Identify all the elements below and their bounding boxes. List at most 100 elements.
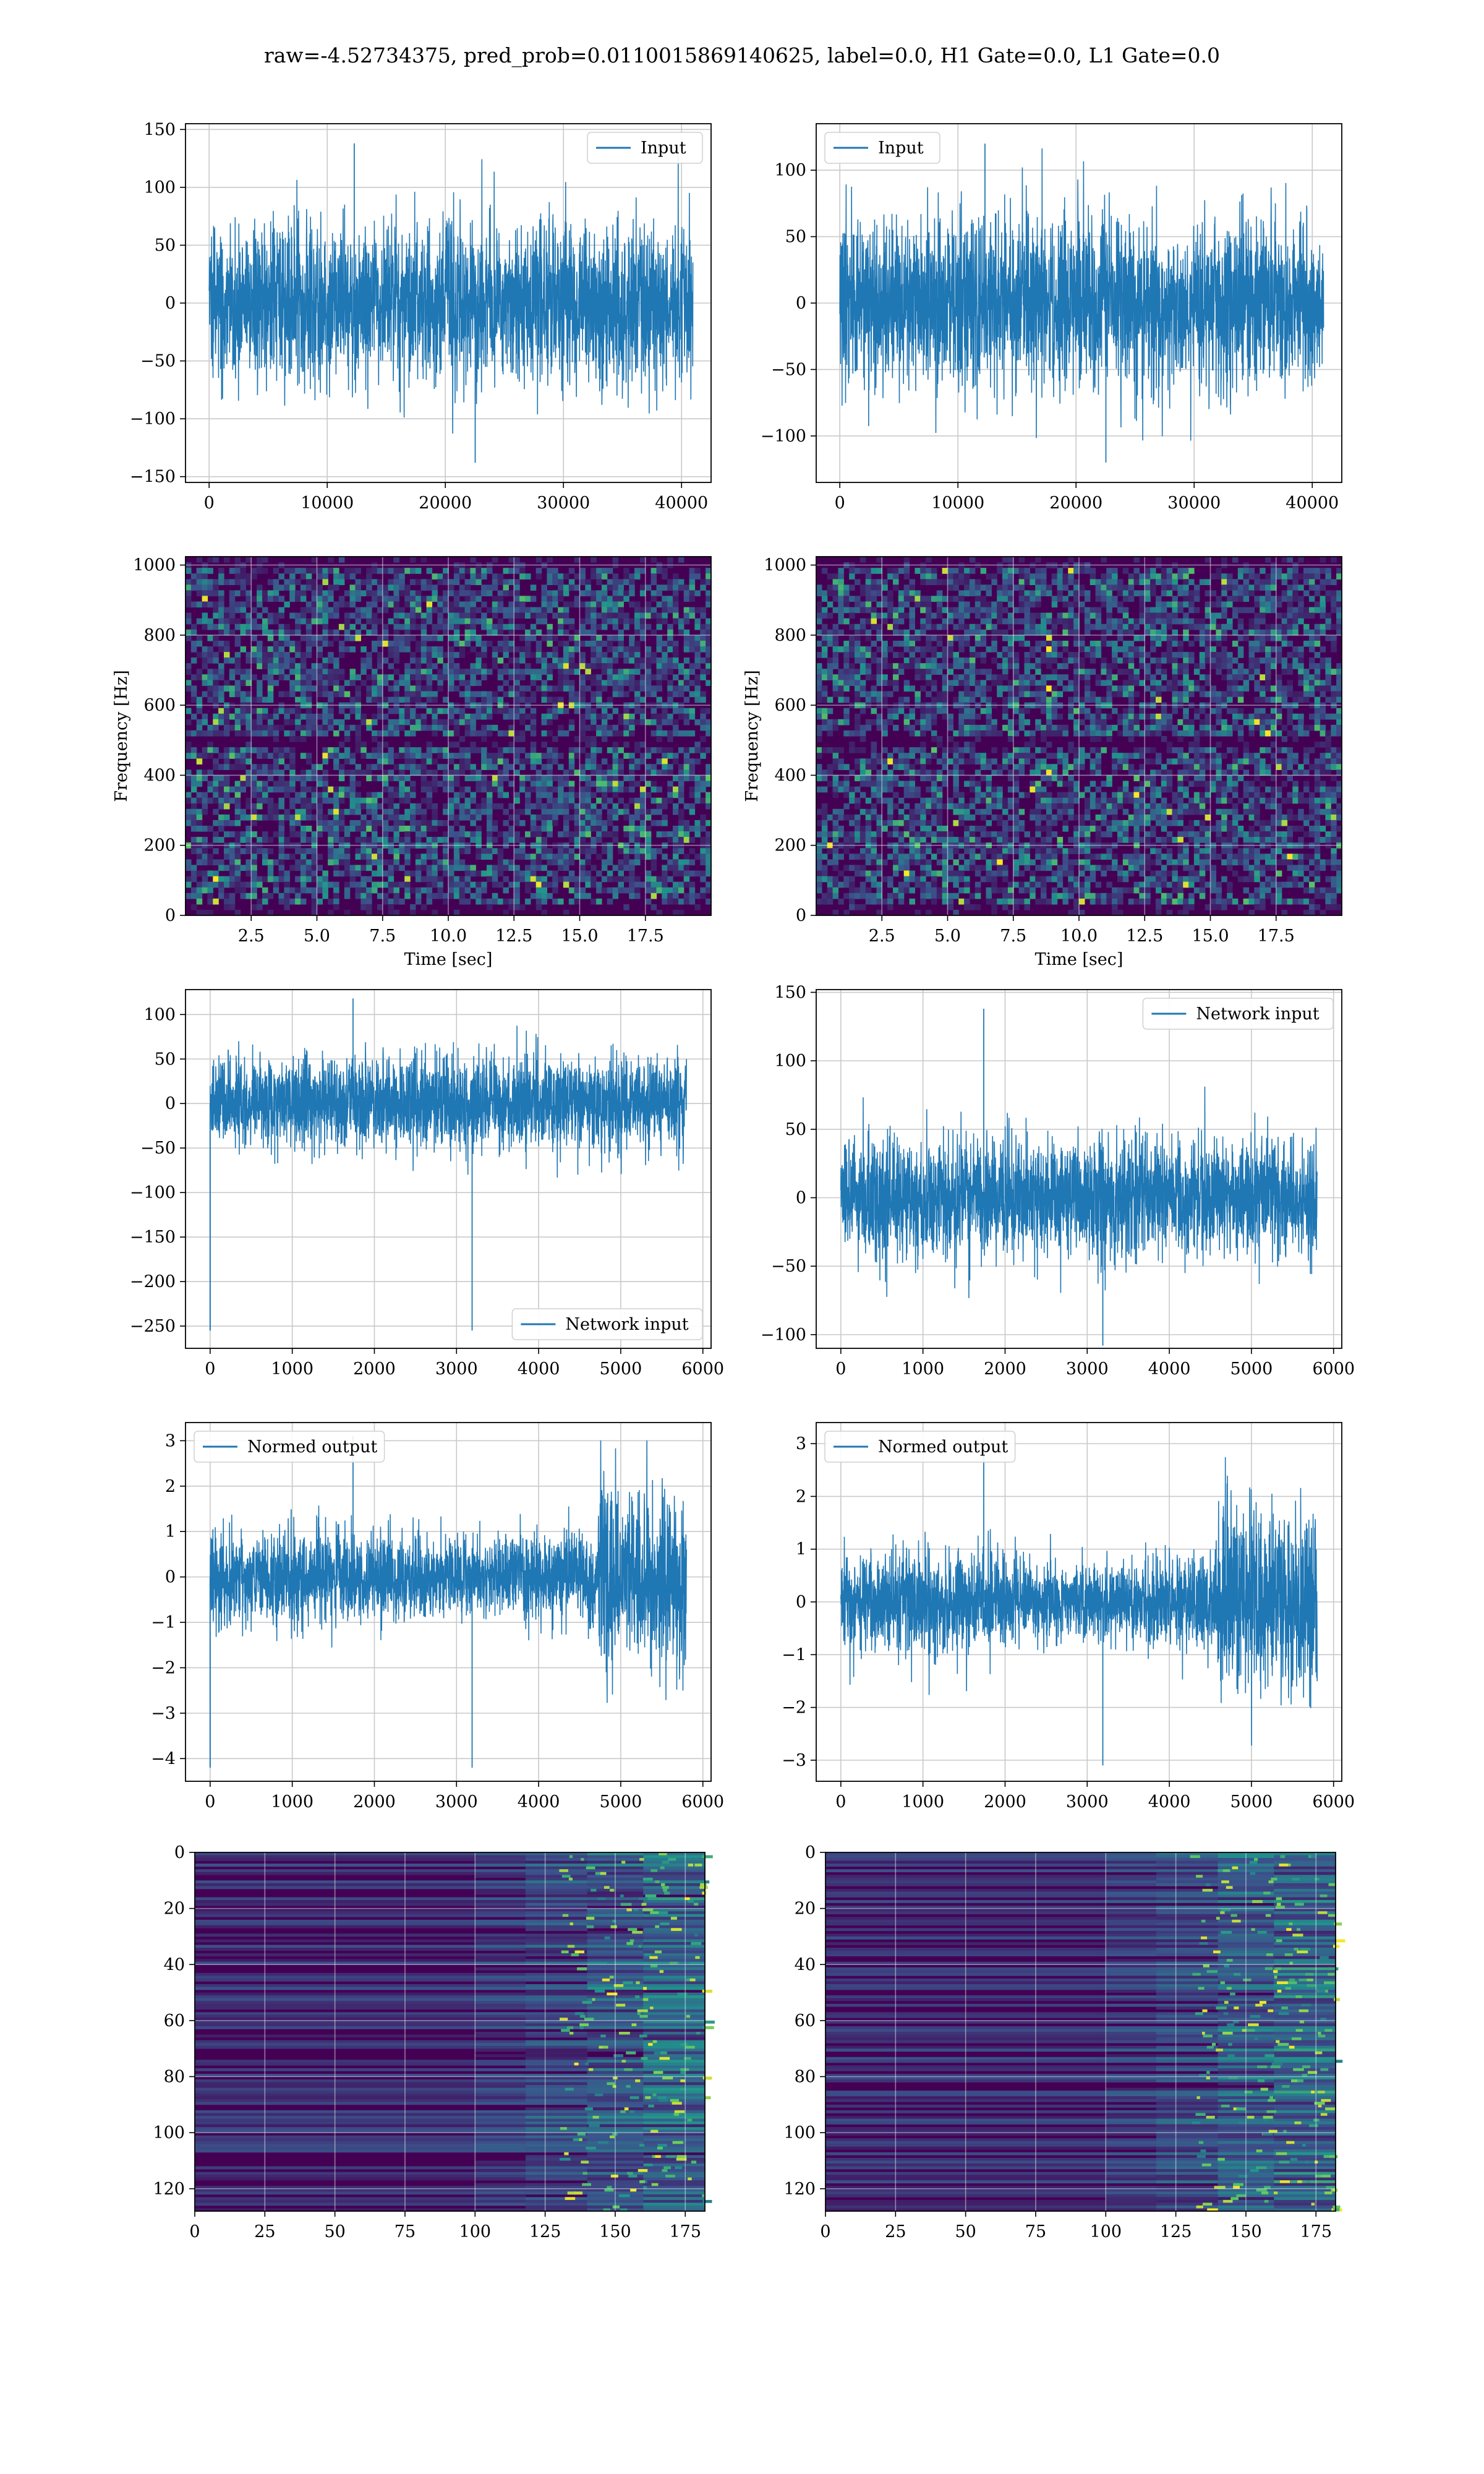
heatmap-cell	[1183, 601, 1189, 608]
heatmap-cell	[558, 854, 564, 860]
heatmap-cell	[295, 652, 301, 658]
heatmap-cell	[245, 859, 252, 866]
heatmap-cell	[333, 730, 339, 737]
heatmap-cell	[300, 590, 307, 597]
heatmap-cell	[366, 898, 372, 905]
heatmap-cell	[903, 562, 910, 568]
heatmap-cell	[601, 680, 608, 687]
heatmap-cell	[942, 596, 949, 602]
heatmap-cell	[673, 859, 679, 866]
heatmap-cell	[1007, 652, 1014, 658]
heatmap-cell	[453, 573, 460, 580]
heatmap-cell	[541, 607, 547, 614]
heatmap-cell	[1298, 596, 1304, 602]
heatmap-cell	[574, 898, 581, 905]
heatmap-cell	[535, 657, 542, 664]
heatmap-cell	[903, 629, 910, 636]
heatmap-cell	[579, 730, 586, 737]
heatmap-cell	[601, 826, 608, 832]
heatmap-cell	[410, 747, 416, 753]
heatmap-cell	[859, 607, 866, 614]
heatmap-cell	[224, 775, 230, 782]
heatmap-cell	[1287, 612, 1293, 619]
heatmap-cell	[547, 669, 553, 675]
heatmap-cell	[410, 842, 416, 849]
heatmap-cell	[487, 708, 493, 714]
heatmap-cell	[1035, 573, 1041, 580]
heatmap-cell	[300, 691, 307, 698]
heatmap-cell	[475, 892, 482, 899]
heatmap-cell	[284, 881, 290, 888]
heatmap-cell	[328, 596, 334, 602]
heatmap-cell	[1260, 618, 1266, 625]
heatmap-cell	[1051, 573, 1058, 580]
heatmap-cell	[974, 652, 981, 658]
heatmap-cell	[229, 892, 236, 899]
heatmap-cell	[317, 590, 323, 597]
heatmap-cell	[1101, 584, 1107, 591]
heatmap-cell	[601, 775, 608, 782]
heatmap-cell	[492, 724, 498, 731]
heatmap-cell	[579, 579, 586, 585]
heatmap-cell	[1172, 584, 1178, 591]
heatmap-cell	[535, 786, 542, 793]
heatmap-cell	[366, 764, 372, 770]
heatmap-cell	[678, 764, 684, 770]
heatmap-cell	[415, 865, 422, 871]
heatmap-cell	[838, 584, 844, 591]
heatmap-cell	[481, 696, 487, 703]
heatmap-cell	[887, 607, 893, 614]
heatmap-cell	[508, 618, 514, 625]
heatmap-cell	[497, 758, 504, 764]
heatmap-cell	[843, 596, 850, 602]
heatmap-cell	[448, 607, 454, 614]
heatmap-cell	[257, 623, 263, 630]
heatmap-cell	[437, 887, 443, 894]
heatmap-cell	[1314, 573, 1321, 580]
heatmap-cell	[234, 831, 241, 837]
heatmap-cell	[196, 808, 203, 815]
heatmap-cell	[487, 870, 493, 877]
heatmap-cell	[278, 646, 284, 653]
heatmap-cell	[1320, 629, 1326, 636]
heatmap-cell	[689, 859, 696, 866]
heatmap-cell	[865, 596, 872, 602]
heatmap-cell	[503, 568, 509, 574]
heatmap-cell	[986, 601, 992, 608]
heatmap-cell	[1221, 573, 1227, 580]
heatmap-cell	[207, 590, 213, 597]
heatmap-cell	[591, 803, 597, 810]
heatmap-cell	[207, 584, 213, 591]
heatmap-cell	[1112, 568, 1118, 574]
heatmap-cell	[558, 674, 564, 680]
heatmap-cell	[694, 663, 701, 669]
heatmap-cell	[289, 831, 296, 837]
heatmap-cell	[700, 635, 706, 641]
heatmap-cell	[909, 618, 915, 625]
heatmap-cell	[262, 596, 268, 602]
heatmap-cell	[673, 826, 679, 832]
heatmap-cell	[475, 713, 482, 720]
heatmap-cell	[415, 691, 422, 698]
heatmap-cell	[920, 601, 926, 608]
heatmap-cell	[251, 623, 257, 630]
heatmap-cell	[541, 876, 547, 883]
heatmap-cell	[372, 808, 378, 815]
heatmap-cell	[942, 568, 949, 574]
heatmap-cell	[1030, 618, 1036, 625]
heatmap-cell	[662, 797, 668, 804]
heatmap-cell	[558, 584, 564, 591]
heatmap-cell	[1314, 629, 1321, 636]
heatmap-cell	[514, 674, 520, 680]
heatmap-cell	[360, 831, 367, 837]
heatmap-cell	[1265, 584, 1271, 591]
heatmap-cell	[683, 584, 690, 591]
heatmap-cell	[525, 786, 531, 793]
heatmap-cell	[618, 596, 624, 602]
heatmap-cell	[579, 724, 586, 731]
heatmap-cell	[459, 601, 466, 608]
heatmap-cell	[492, 691, 498, 698]
heatmap-cell	[997, 562, 1003, 568]
heatmap-cell	[683, 618, 690, 625]
heatmap-cell	[958, 573, 965, 580]
